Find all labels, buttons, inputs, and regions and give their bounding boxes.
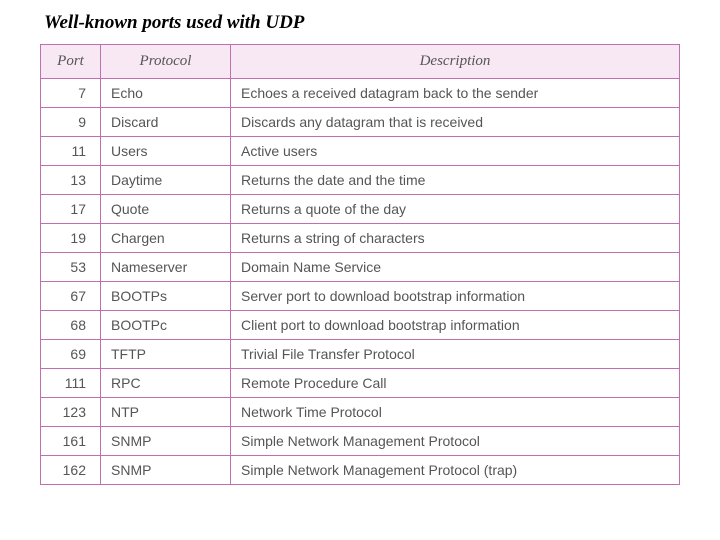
cell-port: 67 — [41, 282, 101, 311]
cell-description: Returns a string of characters — [231, 224, 680, 253]
table-header-row: Port Protocol Description — [41, 45, 680, 79]
table-row: 7EchoEchoes a received datagram back to … — [41, 79, 680, 108]
cell-description: Discards any datagram that is received — [231, 108, 680, 137]
cell-description: Domain Name Service — [231, 253, 680, 282]
col-header-protocol: Protocol — [101, 45, 231, 79]
cell-port: 162 — [41, 456, 101, 485]
cell-port: 68 — [41, 311, 101, 340]
col-header-description: Description — [231, 45, 680, 79]
cell-port: 19 — [41, 224, 101, 253]
cell-protocol: BOOTPc — [101, 311, 231, 340]
cell-description: Returns the date and the time — [231, 166, 680, 195]
cell-protocol: SNMP — [101, 456, 231, 485]
cell-protocol: TFTP — [101, 340, 231, 369]
ports-table: Port Protocol Description 7EchoEchoes a … — [40, 44, 680, 485]
cell-port: 9 — [41, 108, 101, 137]
cell-protocol: Discard — [101, 108, 231, 137]
cell-description: Simple Network Management Protocol — [231, 427, 680, 456]
cell-description: Returns a quote of the day — [231, 195, 680, 224]
page-title: Well-known ports used with UDP — [44, 12, 680, 34]
cell-protocol: Quote — [101, 195, 231, 224]
table-row: 13DaytimeReturns the date and the time — [41, 166, 680, 195]
table-row: 68BOOTPcClient port to download bootstra… — [41, 311, 680, 340]
cell-protocol: Users — [101, 137, 231, 166]
table-row: 69TFTPTrivial File Transfer Protocol — [41, 340, 680, 369]
cell-protocol: Chargen — [101, 224, 231, 253]
cell-protocol: RPC — [101, 369, 231, 398]
cell-description: Network Time Protocol — [231, 398, 680, 427]
cell-protocol: Daytime — [101, 166, 231, 195]
table-row: 11UsersActive users — [41, 137, 680, 166]
table-row: 53NameserverDomain Name Service — [41, 253, 680, 282]
table-row: 161SNMPSimple Network Management Protoco… — [41, 427, 680, 456]
cell-description: Simple Network Management Protocol (trap… — [231, 456, 680, 485]
cell-description: Client port to download bootstrap inform… — [231, 311, 680, 340]
cell-port: 7 — [41, 79, 101, 108]
table-row: 123NTPNetwork Time Protocol — [41, 398, 680, 427]
table-row: 17QuoteReturns a quote of the day — [41, 195, 680, 224]
cell-description: Trivial File Transfer Protocol — [231, 340, 680, 369]
cell-port: 53 — [41, 253, 101, 282]
table-row: 67BOOTPsServer port to download bootstra… — [41, 282, 680, 311]
cell-protocol: Nameserver — [101, 253, 231, 282]
cell-protocol: Echo — [101, 79, 231, 108]
table-row: 9DiscardDiscards any datagram that is re… — [41, 108, 680, 137]
cell-port: 161 — [41, 427, 101, 456]
cell-protocol: NTP — [101, 398, 231, 427]
cell-port: 17 — [41, 195, 101, 224]
cell-protocol: BOOTPs — [101, 282, 231, 311]
cell-protocol: SNMP — [101, 427, 231, 456]
cell-port: 123 — [41, 398, 101, 427]
cell-description: Active users — [231, 137, 680, 166]
table-row: 19ChargenReturns a string of characters — [41, 224, 680, 253]
cell-description: Echoes a received datagram back to the s… — [231, 79, 680, 108]
cell-description: Server port to download bootstrap inform… — [231, 282, 680, 311]
cell-description: Remote Procedure Call — [231, 369, 680, 398]
cell-port: 13 — [41, 166, 101, 195]
table-row: 162SNMPSimple Network Management Protoco… — [41, 456, 680, 485]
cell-port: 11 — [41, 137, 101, 166]
cell-port: 111 — [41, 369, 101, 398]
cell-port: 69 — [41, 340, 101, 369]
col-header-port: Port — [41, 45, 101, 79]
table-row: 111RPCRemote Procedure Call — [41, 369, 680, 398]
